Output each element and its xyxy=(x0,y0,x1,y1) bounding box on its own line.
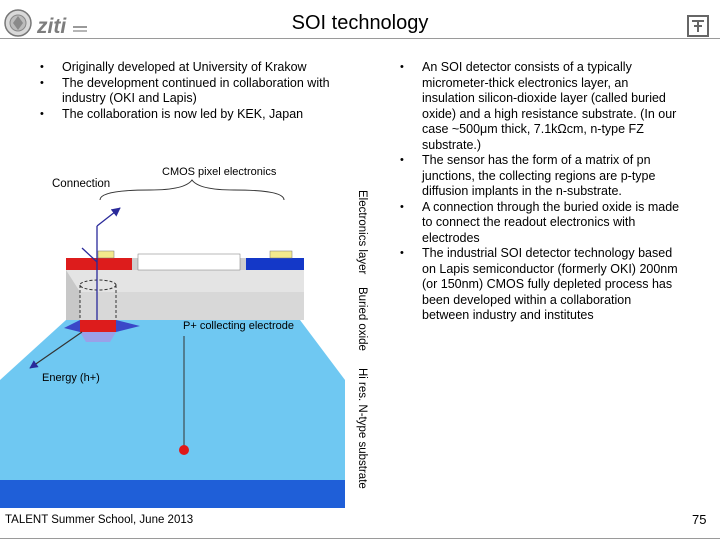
page-number: 75 xyxy=(692,512,707,527)
cmos-brace xyxy=(99,179,285,201)
title-underline xyxy=(0,38,720,39)
university-seal-icon xyxy=(4,8,32,38)
substrate-region xyxy=(0,320,345,480)
p-plus-electrode xyxy=(80,320,116,332)
cmos-label: CMOS pixel electronics xyxy=(162,166,277,178)
footer-event: TALENT Summer School, June 2013 xyxy=(5,514,194,526)
right-bullet-list: An SOI detector consists of a typically … xyxy=(400,60,680,324)
left-bullet-list: Originally developed at University of Kr… xyxy=(40,60,360,122)
page-title: SOI technology xyxy=(291,12,429,34)
gate-right xyxy=(269,250,293,259)
buried-oxide-side xyxy=(66,270,80,320)
institute-logo-icon xyxy=(686,14,710,38)
buried-oxide-layer xyxy=(66,270,304,292)
connection-label: Connection xyxy=(52,178,111,190)
gate-left xyxy=(97,250,115,259)
blue-implant-right xyxy=(246,258,304,270)
p-electrode-label: P+ collecting electrode xyxy=(183,320,294,332)
gate-box xyxy=(137,253,241,271)
right-bullet-item: An SOI detector consists of a typically … xyxy=(400,60,680,153)
left-bullet-item: Originally developed at University of Kr… xyxy=(40,60,360,76)
backside-layer xyxy=(0,480,345,508)
substrate-label: Hi res. N-type substrate xyxy=(356,368,368,489)
electronics-layer-label: Electronics layer xyxy=(356,190,368,275)
soi-cross-section-diagram xyxy=(0,179,345,508)
hole-charge xyxy=(179,445,189,455)
footer-line xyxy=(0,538,720,539)
right-bullet-item: A connection through the buried oxide is… xyxy=(400,200,680,247)
red-implant-left xyxy=(66,258,132,270)
ziti-logo: ziti xyxy=(36,12,88,38)
svg-text:ziti: ziti xyxy=(36,15,67,38)
left-bullet-item: The collaboration is now led by KEK, Jap… xyxy=(40,107,360,123)
right-bullet-item: The industrial SOI detector technology b… xyxy=(400,246,680,324)
energy-label: Energy (h+) xyxy=(42,372,100,384)
buried-oxide-label: Buried oxide xyxy=(356,287,368,351)
left-bullet-item: The development continued in collaborati… xyxy=(40,76,360,107)
right-bullet-item: The sensor has the form of a matrix of p… xyxy=(400,153,680,200)
